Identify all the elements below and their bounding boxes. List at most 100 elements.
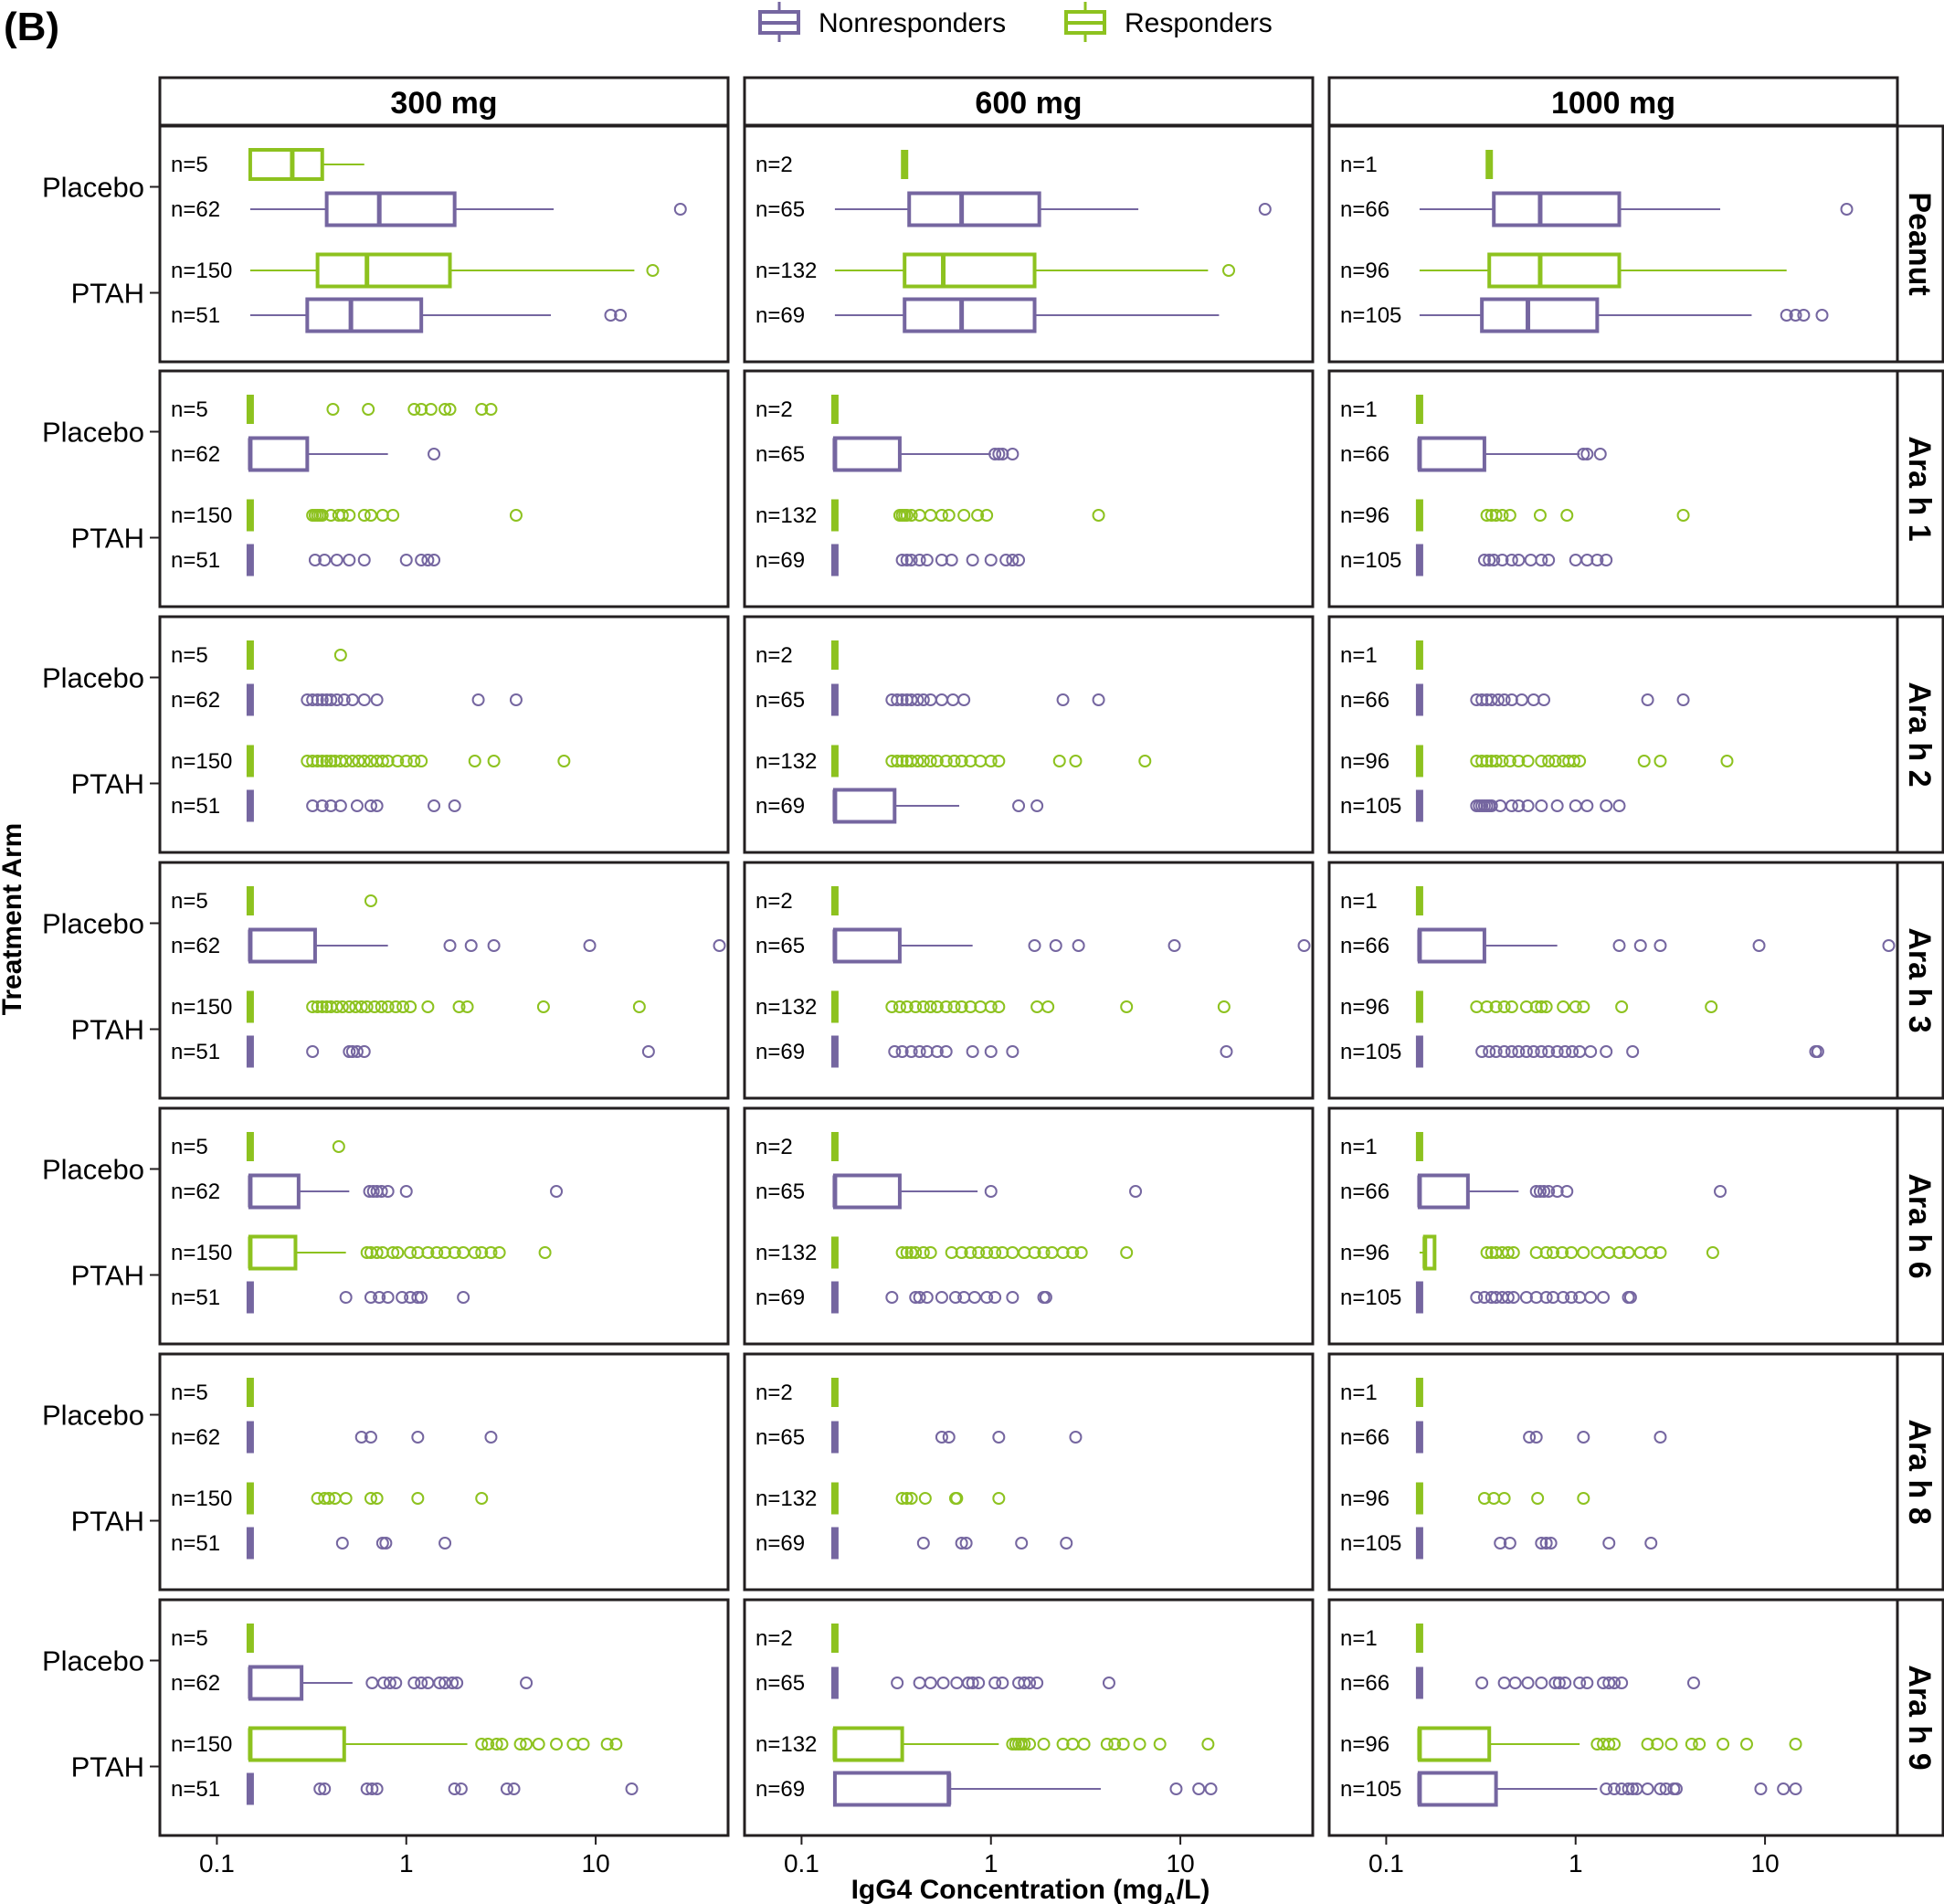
- outlier-point: [939, 1000, 953, 1013]
- box: [305, 297, 424, 333]
- outlier-point: [1133, 1738, 1146, 1751]
- outlier-point: [1557, 1291, 1570, 1304]
- box: [1417, 1771, 1498, 1807]
- plot-area: 300 mg 600 mg 1000 mgPeanutPlaceboPTAHn=5n…: [42, 76, 1944, 1878]
- outlier-point: [411, 1492, 425, 1505]
- outlier-point: [1584, 1045, 1598, 1058]
- box: [248, 148, 324, 181]
- outlier-point: [484, 1431, 498, 1444]
- outlier-point: [895, 693, 909, 706]
- outlier-point: [1600, 799, 1613, 812]
- outlier-point: [900, 1000, 914, 1013]
- outlier-point: [1560, 1185, 1574, 1198]
- outlier-point: [428, 448, 441, 460]
- outlier-point: [1529, 1291, 1543, 1304]
- outlier-point: [460, 1000, 474, 1013]
- box: [903, 252, 1037, 289]
- box: [1417, 1726, 1492, 1762]
- outlier-point: [1558, 1677, 1572, 1689]
- outlier-point: [333, 755, 347, 767]
- outlier-point: [916, 755, 930, 767]
- outlier-point: [1569, 1000, 1582, 1013]
- outlier-point: [1686, 1677, 1700, 1689]
- count-label: n=51: [171, 1531, 220, 1556]
- outlier-point: [1169, 1782, 1183, 1795]
- outlier-point: [1508, 1677, 1522, 1689]
- outlier-point: [333, 649, 347, 661]
- outlier-point: [1548, 755, 1562, 767]
- outlier-point: [911, 755, 924, 767]
- outlier-point: [1717, 1738, 1730, 1751]
- outlier-point: [457, 1291, 470, 1304]
- outlier-point: [404, 1000, 417, 1013]
- legend-label-responders: Responders: [1125, 8, 1273, 38]
- outlier-point: [1069, 755, 1083, 767]
- outlier-point: [1505, 554, 1518, 566]
- outlier-point: [1505, 1045, 1518, 1058]
- outlier-point: [557, 755, 571, 767]
- outlier-point: [984, 1000, 998, 1013]
- box: [1487, 252, 1622, 289]
- outlier-point: [911, 693, 924, 706]
- box: [832, 1173, 902, 1210]
- outlier-point: [454, 1782, 468, 1795]
- outlier-point: [930, 755, 944, 767]
- box: [903, 297, 1037, 333]
- outlier-point: [916, 693, 930, 706]
- outlier-point: [1012, 799, 1026, 812]
- y-tick-label: Placebo: [42, 172, 144, 204]
- outlier-point: [362, 403, 375, 416]
- outlier-point: [1521, 755, 1535, 767]
- outlier-point: [992, 755, 1006, 767]
- outlier-point: [1204, 1782, 1218, 1795]
- count-label: n=2: [755, 1135, 793, 1159]
- y-tick-label: Placebo: [42, 1400, 144, 1432]
- outlier-point: [326, 403, 340, 416]
- outlier-point: [1535, 755, 1548, 767]
- outlier-point: [1602, 1677, 1616, 1689]
- outlier-point: [1484, 693, 1498, 706]
- count-label: n=1: [1340, 1626, 1378, 1651]
- count-label: n=62: [171, 1671, 220, 1696]
- outlier-point: [315, 509, 329, 522]
- facet-frame: [158, 369, 730, 608]
- count-label: n=132: [755, 995, 817, 1020]
- outlier-point: [404, 1246, 417, 1259]
- outlier-point: [1258, 203, 1272, 216]
- outlier-point: [391, 755, 405, 767]
- outlier-point: [916, 1537, 930, 1550]
- facet-frame: [158, 1106, 730, 1346]
- count-label: n=66: [1340, 1179, 1389, 1204]
- outlier-point: [1542, 755, 1556, 767]
- outlier-point: [1519, 1291, 1533, 1304]
- outlier-point: [1633, 939, 1647, 952]
- outlier-point: [1539, 1291, 1553, 1304]
- box: [832, 788, 897, 824]
- outlier-point: [713, 939, 726, 952]
- count-label: n=51: [171, 548, 220, 573]
- outlier-point: [396, 1291, 409, 1304]
- outlier-point: [386, 509, 400, 522]
- outlier-point: [363, 1185, 376, 1198]
- outlier-point: [1529, 1185, 1543, 1198]
- outlier-point: [1012, 554, 1026, 566]
- outlier-point: [475, 403, 489, 416]
- outlier-point: [1669, 1782, 1683, 1795]
- outlier-point: [1069, 1431, 1083, 1444]
- outlier-point: [370, 1782, 384, 1795]
- outlier-point: [389, 1677, 403, 1689]
- box: [248, 1234, 298, 1271]
- outlier-point: [1535, 1000, 1548, 1013]
- count-label: n=1: [1340, 397, 1378, 422]
- outlier-point: [1297, 939, 1311, 952]
- facet-panel: n=5 n=62 n=150 n=51: [158, 124, 730, 364]
- outlier-point: [538, 1246, 552, 1259]
- y-tick-label: Placebo: [42, 908, 144, 940]
- outlier-point: [375, 755, 389, 767]
- outlier-point: [913, 554, 926, 566]
- y-tick-label: PTAH: [71, 1751, 144, 1783]
- facet-panel: n=2 n=65 n=132 n=69: [743, 615, 1315, 854]
- outlier-point: [1705, 1000, 1718, 1013]
- outlier-point: [322, 1492, 335, 1505]
- outlier-point: [935, 509, 948, 522]
